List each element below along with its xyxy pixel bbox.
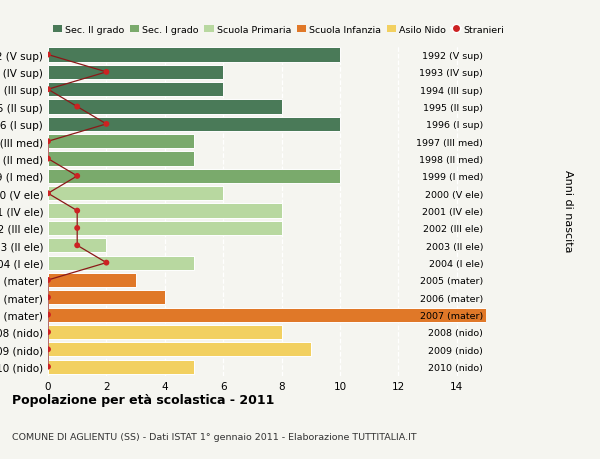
Legend: Sec. II grado, Sec. I grado, Scuola Primaria, Scuola Infanzia, Asilo Nido, Stran: Sec. II grado, Sec. I grado, Scuola Prim… xyxy=(53,26,505,34)
Bar xyxy=(48,135,194,149)
Bar xyxy=(48,221,281,235)
Bar xyxy=(48,100,281,114)
Point xyxy=(101,259,111,267)
Bar xyxy=(48,48,340,62)
Bar xyxy=(48,204,281,218)
Point xyxy=(43,363,53,370)
Point xyxy=(73,242,82,249)
Point xyxy=(73,104,82,111)
Bar xyxy=(48,169,340,184)
Bar xyxy=(48,118,340,132)
Point xyxy=(73,207,82,215)
Bar xyxy=(48,66,223,80)
Point xyxy=(73,173,82,180)
Point xyxy=(43,329,53,336)
Point xyxy=(43,86,53,94)
Bar xyxy=(48,152,194,166)
Point xyxy=(43,190,53,197)
Bar xyxy=(48,239,106,253)
Bar xyxy=(48,308,486,322)
Point xyxy=(43,346,53,353)
Text: COMUNE DI AGLIENTU (SS) - Dati ISTAT 1° gennaio 2011 - Elaborazione TUTTITALIA.I: COMUNE DI AGLIENTU (SS) - Dati ISTAT 1° … xyxy=(12,431,416,441)
Point xyxy=(43,311,53,319)
Point xyxy=(43,294,53,301)
Bar xyxy=(48,187,223,201)
Bar xyxy=(48,291,165,305)
Bar xyxy=(48,273,136,287)
Bar xyxy=(48,342,311,357)
Point xyxy=(73,225,82,232)
Bar xyxy=(48,256,194,270)
Point xyxy=(43,156,53,163)
Point xyxy=(43,277,53,284)
Text: Popolazione per età scolastica - 2011: Popolazione per età scolastica - 2011 xyxy=(12,393,274,406)
Point xyxy=(43,138,53,146)
Bar xyxy=(48,83,223,97)
Point xyxy=(101,69,111,76)
Bar xyxy=(48,360,194,374)
Point xyxy=(101,121,111,129)
Bar xyxy=(48,325,281,339)
Y-axis label: Anni di nascita: Anni di nascita xyxy=(563,170,573,252)
Point xyxy=(43,52,53,59)
